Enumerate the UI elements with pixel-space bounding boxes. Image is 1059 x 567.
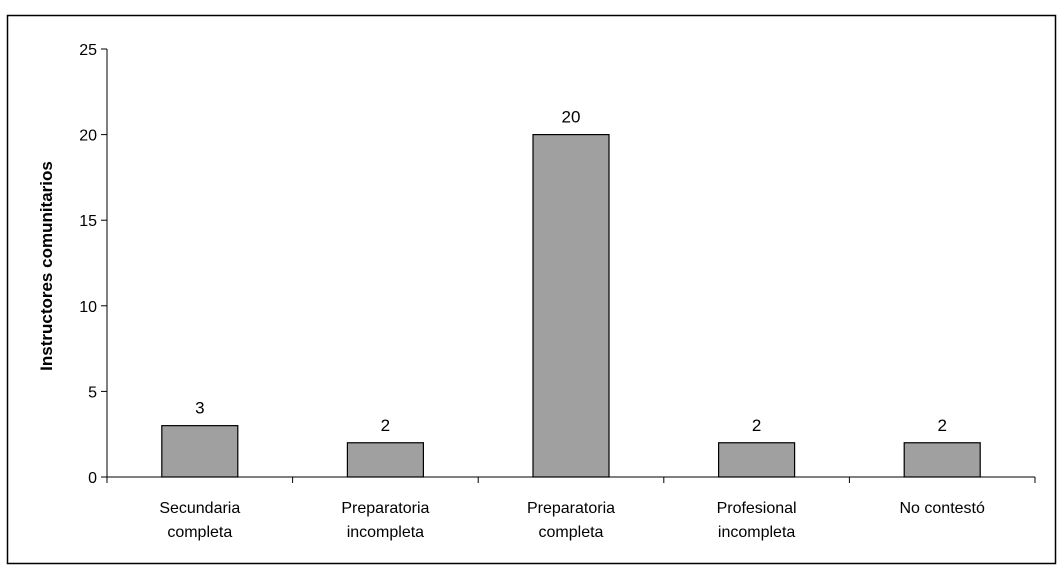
data-label-1: 3 bbox=[195, 399, 204, 418]
data-label-5: 2 bbox=[937, 416, 946, 435]
data-label-3: 20 bbox=[562, 108, 581, 127]
y-tick-label-20: 20 bbox=[79, 128, 97, 145]
y-tick-label-25: 25 bbox=[79, 42, 97, 59]
category-label-line: No contestó bbox=[900, 500, 985, 517]
data-label-4: 2 bbox=[752, 416, 761, 435]
y-tick-label-15: 15 bbox=[79, 213, 97, 230]
category-label-line: completa bbox=[167, 524, 232, 541]
bar-5 bbox=[903, 442, 981, 478]
chart-outer-border bbox=[6, 14, 1057, 565]
bar-2 bbox=[346, 442, 424, 478]
category-label-5: No contestó bbox=[900, 500, 985, 517]
category-label-line: completa bbox=[539, 524, 604, 541]
category-label-line: Profesional bbox=[717, 500, 797, 517]
category-label-line: Preparatoria bbox=[527, 500, 615, 517]
category-label-line: incompleta bbox=[347, 524, 424, 541]
bar-3 bbox=[532, 134, 610, 478]
category-label-2: Preparatoria incompleta bbox=[341, 500, 429, 541]
y-tick-label-0: 0 bbox=[88, 470, 97, 487]
data-label-2: 2 bbox=[381, 416, 390, 435]
category-label-line: Secundaria bbox=[159, 500, 240, 517]
category-label-line: incompleta bbox=[718, 524, 795, 541]
bar-1 bbox=[161, 425, 239, 478]
y-axis-title: Instructores comunitarios bbox=[37, 161, 56, 371]
y-tick-label-10: 10 bbox=[79, 299, 97, 316]
category-label-4: Profesional incompleta bbox=[717, 500, 797, 541]
category-label-line: Preparatoria bbox=[341, 500, 429, 517]
category-label-1: Secundaria completa bbox=[159, 500, 240, 541]
bar-4 bbox=[717, 442, 796, 478]
y-tick-label-5: 5 bbox=[88, 384, 97, 401]
category-label-3: Preparatoria completa bbox=[527, 500, 615, 541]
